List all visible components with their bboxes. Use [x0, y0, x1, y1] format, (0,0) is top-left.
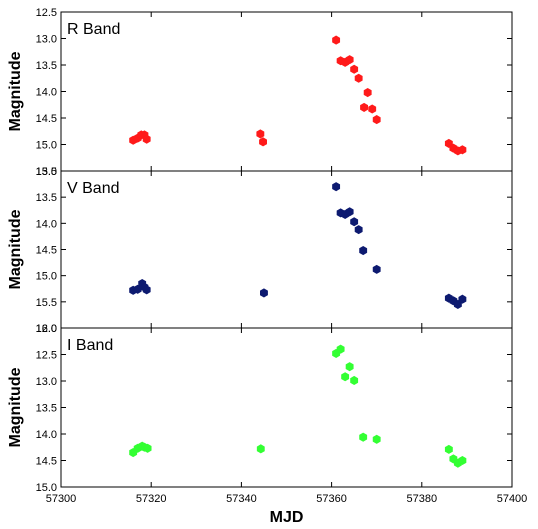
- y-tick-label-1-0: 13.0: [36, 166, 57, 178]
- data-point-0-5: [256, 129, 265, 139]
- panel-frame-1: [60, 170, 513, 329]
- data-point-0-20: [458, 145, 467, 155]
- data-point-0-4: [142, 134, 151, 144]
- y-tick-label-0-2: 13.5: [36, 60, 57, 72]
- x-tick-label-2: 57340: [226, 493, 257, 505]
- y-tick-label-1-5: 15.5: [36, 297, 57, 309]
- data-point-0-15: [368, 104, 377, 114]
- data-point-2-10: [350, 375, 359, 386]
- data-point-1-17: [458, 294, 467, 304]
- y-tick-label-2-1: 12.5: [36, 350, 57, 362]
- y-tick-label-2-5: 14.5: [36, 456, 57, 468]
- y-axis-title-2: Magnitude: [7, 367, 24, 447]
- data-point-1-10: [350, 217, 359, 227]
- data-point-2-12: [372, 434, 381, 444]
- y-tick-label-1-2: 14.0: [36, 218, 57, 230]
- data-point-0-11: [350, 64, 359, 74]
- x-axis-title: MJD: [270, 509, 304, 526]
- y-tick-label-0-1: 13.0: [36, 34, 57, 46]
- y-tick-label-2-0: 12.0: [36, 323, 57, 335]
- data-point-2-5: [256, 444, 265, 454]
- y-tick-label-1-6: 16.0: [36, 323, 57, 335]
- y-tick-label-1-3: 14.5: [36, 245, 57, 257]
- data-point-0-10: [345, 55, 354, 65]
- band-label-2: I Band: [67, 337, 113, 354]
- data-point-0-16: [372, 115, 381, 125]
- panel-frame-0: [60, 11, 513, 172]
- data-point-1-12: [359, 246, 368, 256]
- data-point-2-16: [458, 455, 467, 466]
- y-tick-label-0-6: 15.5: [36, 166, 57, 178]
- data-point-1-4: [142, 285, 151, 295]
- data-point-2-11: [359, 432, 368, 442]
- band-label-1: V Band: [67, 180, 119, 197]
- data-point-2-8: [341, 372, 350, 382]
- x-tick-label-3: 57360: [316, 493, 347, 505]
- y-tick-label-0-4: 14.5: [36, 113, 57, 125]
- y-tick-label-0-3: 14.0: [36, 87, 57, 99]
- y-tick-label-2-2: 13.0: [36, 376, 57, 388]
- data-point-2-13: [444, 444, 453, 454]
- y-axis-title-1: Magnitude: [7, 209, 24, 289]
- y-tick-label-2-4: 14.0: [36, 429, 57, 441]
- x-tick-label-0: 57300: [46, 493, 77, 505]
- data-point-0-7: [332, 35, 341, 45]
- band-label-0: R Band: [67, 21, 120, 38]
- x-tick-label-1: 57320: [136, 493, 167, 505]
- x-tick-label-5: 57400: [497, 493, 528, 505]
- y-tick-label-0-5: 15.0: [36, 140, 57, 152]
- y-tick-label-2-6: 15.0: [36, 482, 57, 494]
- x-tick-label-4: 57380: [407, 493, 438, 505]
- data-point-0-13: [360, 102, 369, 112]
- data-point-2-7: [336, 344, 345, 354]
- data-point-1-5: [260, 288, 268, 298]
- panel-frame-2: [60, 327, 513, 488]
- y-tick-label-0-0: 12.5: [36, 7, 57, 19]
- y-tick-label-1-4: 15.0: [36, 271, 57, 283]
- data-point-0-6: [259, 137, 267, 147]
- data-point-1-13: [372, 264, 381, 274]
- data-point-2-4: [143, 443, 152, 453]
- y-axis-title-0: Magnitude: [7, 51, 24, 131]
- data-point-0-14: [363, 88, 372, 98]
- data-point-1-11: [354, 225, 363, 235]
- y-tick-label-1-1: 13.5: [36, 192, 57, 204]
- data-point-0-12: [354, 73, 363, 83]
- data-point-1-9: [345, 207, 354, 217]
- data-point-2-9: [345, 362, 354, 372]
- data-point-1-6: [332, 182, 341, 192]
- y-tick-label-2-3: 13.5: [36, 403, 57, 415]
